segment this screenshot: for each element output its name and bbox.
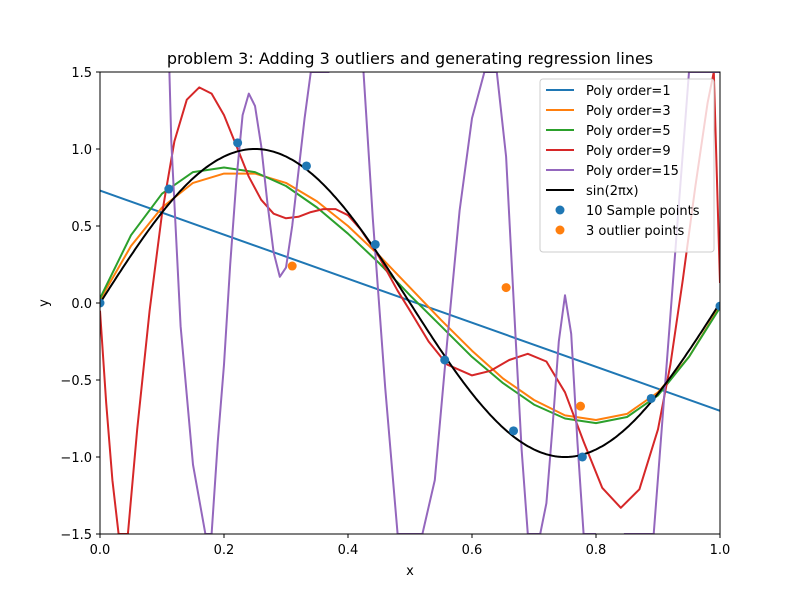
series-line-poly-order-3 <box>100 172 720 421</box>
scatter-point-10-sample-points <box>440 355 450 365</box>
scatter-point-3-outlier-points <box>576 401 585 411</box>
x-axis: 0.0 0.2 0.4 0.6 0.8 1.0 <box>90 534 731 558</box>
series-line-poly-order-1 <box>100 189 720 412</box>
scatter-point-10-sample-points <box>100 298 105 308</box>
y-tick-label: 0.5 <box>71 220 92 235</box>
y-tick-label: −1.5 <box>60 528 92 543</box>
legend-label: Poly order=1 <box>586 84 671 99</box>
y-tick-label: −1.0 <box>60 451 92 466</box>
scatter-point-10-sample-points <box>370 239 380 249</box>
y-tick-label: 1.5 <box>71 66 92 81</box>
x-tick-label: 0.2 <box>214 543 235 558</box>
scatter-point-10-sample-points <box>577 452 587 462</box>
legend-label: Poly order=5 <box>586 124 671 139</box>
legend-label: 10 Sample points <box>586 204 700 219</box>
legend-swatch-3-outlier-points <box>555 225 565 235</box>
scatter-point-10-sample-points <box>646 393 656 403</box>
scatter-point-10-sample-points <box>164 184 174 194</box>
scatter-layer <box>100 138 720 462</box>
series-line-sin-2-x <box>100 148 720 458</box>
scatter-point-10-sample-points <box>715 301 720 311</box>
legend-label: Poly order=3 <box>586 104 671 119</box>
scatter-point-10-sample-points <box>301 161 311 171</box>
legend-label: sin(2πx) <box>586 184 639 199</box>
legend-box <box>539 78 715 253</box>
series-line-poly-order-15 <box>168 72 330 534</box>
x-tick-label: 0.8 <box>586 543 607 558</box>
y-tick-label: −0.5 <box>60 374 92 389</box>
x-tick-label: 0.6 <box>462 543 483 558</box>
x-tick-label: 0.4 <box>338 543 359 558</box>
series-line-poly-order-9 <box>100 72 720 534</box>
scatter-point-3-outlier-points <box>287 261 297 271</box>
x-tick-label: 1.0 <box>710 543 731 558</box>
y-axis: −1.5 −1.0 −0.5 0.0 0.5 1.0 1.5 <box>60 66 100 543</box>
series-line-poly-order-15 <box>362 72 596 534</box>
x-tick-label: 0.0 <box>90 543 111 558</box>
chart-title: problem 3: Adding 3 outliers and generat… <box>167 49 653 68</box>
y-tick-label: 0.0 <box>71 297 92 312</box>
legend-swatch-10-sample-points <box>555 205 565 215</box>
x-axis-label: x <box>406 564 414 579</box>
series-layer <box>100 72 720 534</box>
y-tick-label: 1.0 <box>71 143 92 158</box>
legend: Poly order=1 Poly order=3 Poly order=5 Poly… <box>539 78 715 253</box>
y-axis-label: y <box>37 299 52 307</box>
scatter-point-10-sample-points <box>233 138 243 148</box>
scatter-point-3-outlier-points <box>501 283 511 293</box>
scatter-point-10-sample-points <box>509 426 519 436</box>
legend-label: 3 outlier points <box>586 224 685 239</box>
legend-label: Poly order=9 <box>586 144 671 159</box>
legend-label: Poly order=15 <box>586 164 679 179</box>
